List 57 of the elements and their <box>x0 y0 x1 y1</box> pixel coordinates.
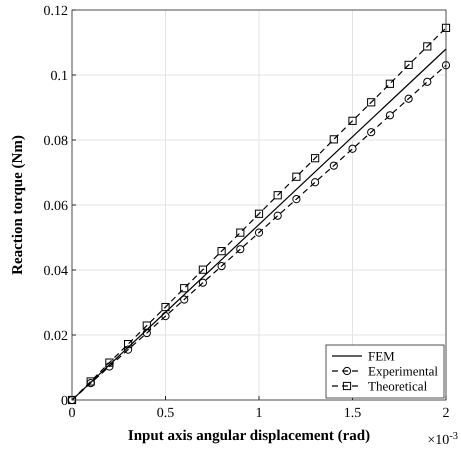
y-axis-title: Reaction torque (Nm) <box>10 135 26 275</box>
point <box>292 195 300 204</box>
y-tick-label: 0.1 <box>50 69 68 84</box>
x-tick-label: 1.5 <box>344 406 362 421</box>
y-tick-label: 0.08 <box>44 134 68 149</box>
legend-label: Experimental <box>368 364 438 378</box>
point <box>348 144 357 153</box>
text: ×10$^{-3}$ <box>427 430 458 448</box>
point <box>180 295 188 304</box>
point <box>442 24 450 32</box>
x-axis-title: Input axis angular displacement (rad) <box>128 428 370 444</box>
point <box>236 245 244 254</box>
point <box>218 247 226 256</box>
legend-label: FEM <box>368 348 396 364</box>
point <box>404 60 413 70</box>
point <box>367 98 376 106</box>
point <box>105 358 114 367</box>
point <box>86 377 95 386</box>
point <box>274 191 282 200</box>
point <box>404 94 413 103</box>
point <box>423 78 432 86</box>
point <box>348 116 357 125</box>
point <box>292 172 300 181</box>
point <box>198 278 207 287</box>
x-tick-label: 2 <box>442 406 450 421</box>
y-tick-label: 0.06 <box>44 199 68 214</box>
point <box>386 80 394 88</box>
point <box>218 262 226 270</box>
point <box>124 346 132 354</box>
point <box>254 228 264 237</box>
point <box>330 135 338 144</box>
point <box>311 154 320 162</box>
point <box>198 266 207 274</box>
point <box>86 379 95 388</box>
point <box>423 42 432 50</box>
y-tick-label: 0.12 <box>44 4 68 19</box>
legend-label: Theoretical <box>368 378 428 394</box>
point <box>254 210 264 218</box>
y-tick-label: 0.02 <box>44 329 68 344</box>
point <box>330 162 338 170</box>
y-tick-label: 0.04 <box>44 264 68 279</box>
point <box>161 302 170 312</box>
point <box>367 128 376 136</box>
x-tick-label: 1 <box>256 406 262 421</box>
point <box>274 212 282 220</box>
point <box>105 362 114 371</box>
point <box>124 340 132 348</box>
y-tick-label: 0 <box>61 394 68 409</box>
point <box>311 178 320 186</box>
x-tick-label: 0.5 <box>156 406 174 421</box>
point <box>161 312 170 320</box>
point <box>236 228 244 237</box>
point <box>386 111 394 120</box>
point <box>142 321 151 330</box>
point <box>180 284 188 292</box>
point <box>442 61 450 70</box>
point <box>142 328 151 338</box>
